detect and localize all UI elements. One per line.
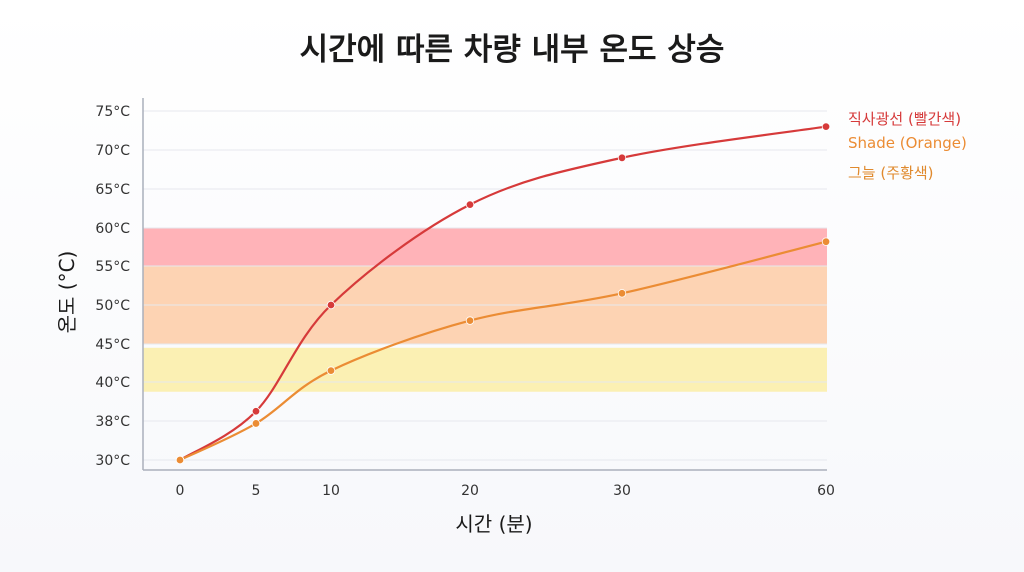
y-tick-label: 38°C [95, 414, 130, 430]
x-axis-label: 시간 (분) [455, 512, 532, 536]
data-point-1-3 [465, 316, 475, 325]
data-point-1-2 [326, 366, 336, 375]
x-tick-label: 10 [322, 483, 340, 499]
x-tick-label: 0 [176, 483, 185, 499]
data-point-0-3 [465, 200, 475, 209]
y-tick-labels: 30°C 38°C 40°C 45°C 50°C 55°C 60°C 65°C 70°C 75°C [95, 104, 130, 469]
legend-entry-0: 직사광선 (빨간색) [848, 110, 961, 128]
y-tick-label: 65°C [95, 182, 130, 198]
x-tick-label: 20 [461, 483, 479, 499]
legend-entry-2: 그늘 (주황색) [848, 164, 933, 182]
y-tick-label: 40°C [95, 375, 130, 391]
y-tick-label: 30°C [95, 453, 130, 469]
legend-entry-1: Shade (Orange) [848, 134, 967, 152]
data-point-0-5 [821, 122, 831, 131]
y-tick-label: 70°C [95, 143, 130, 159]
y-tick-label: 60°C [95, 221, 130, 237]
y-axis-label: 온도 (°C) [55, 251, 79, 334]
data-point-1-1 [251, 419, 261, 428]
legend: 직사광선 (빨간색) Shade (Orange) 그늘 (주황색) [848, 110, 967, 182]
data-point-1-0 [175, 455, 185, 465]
chart-title: 시간에 따른 차량 내부 온도 상승 [300, 32, 725, 68]
x-tick-label: 5 [252, 483, 261, 499]
x-tick-label: 60 [817, 483, 835, 499]
series-points [175, 122, 831, 465]
axes [142, 98, 827, 471]
band-2 [143, 347, 827, 392]
y-tick-label: 50°C [95, 298, 130, 314]
data-point-1-4 [617, 289, 627, 298]
data-point-1-5 [821, 237, 831, 246]
data-point-0-1 [251, 407, 261, 416]
y-tick-label: 55°C [95, 259, 130, 275]
data-point-0-4 [617, 153, 627, 162]
x-tick-label: 30 [613, 483, 631, 499]
y-tick-label: 75°C [95, 104, 130, 120]
temperature-bands [143, 228, 827, 392]
x-tick-labels: 0 5 10 20 30 60 [176, 483, 835, 499]
y-tick-label: 45°C [95, 337, 130, 353]
grid-lines [143, 110, 827, 461]
band-0 [143, 228, 827, 266]
data-point-0-2 [326, 300, 336, 310]
